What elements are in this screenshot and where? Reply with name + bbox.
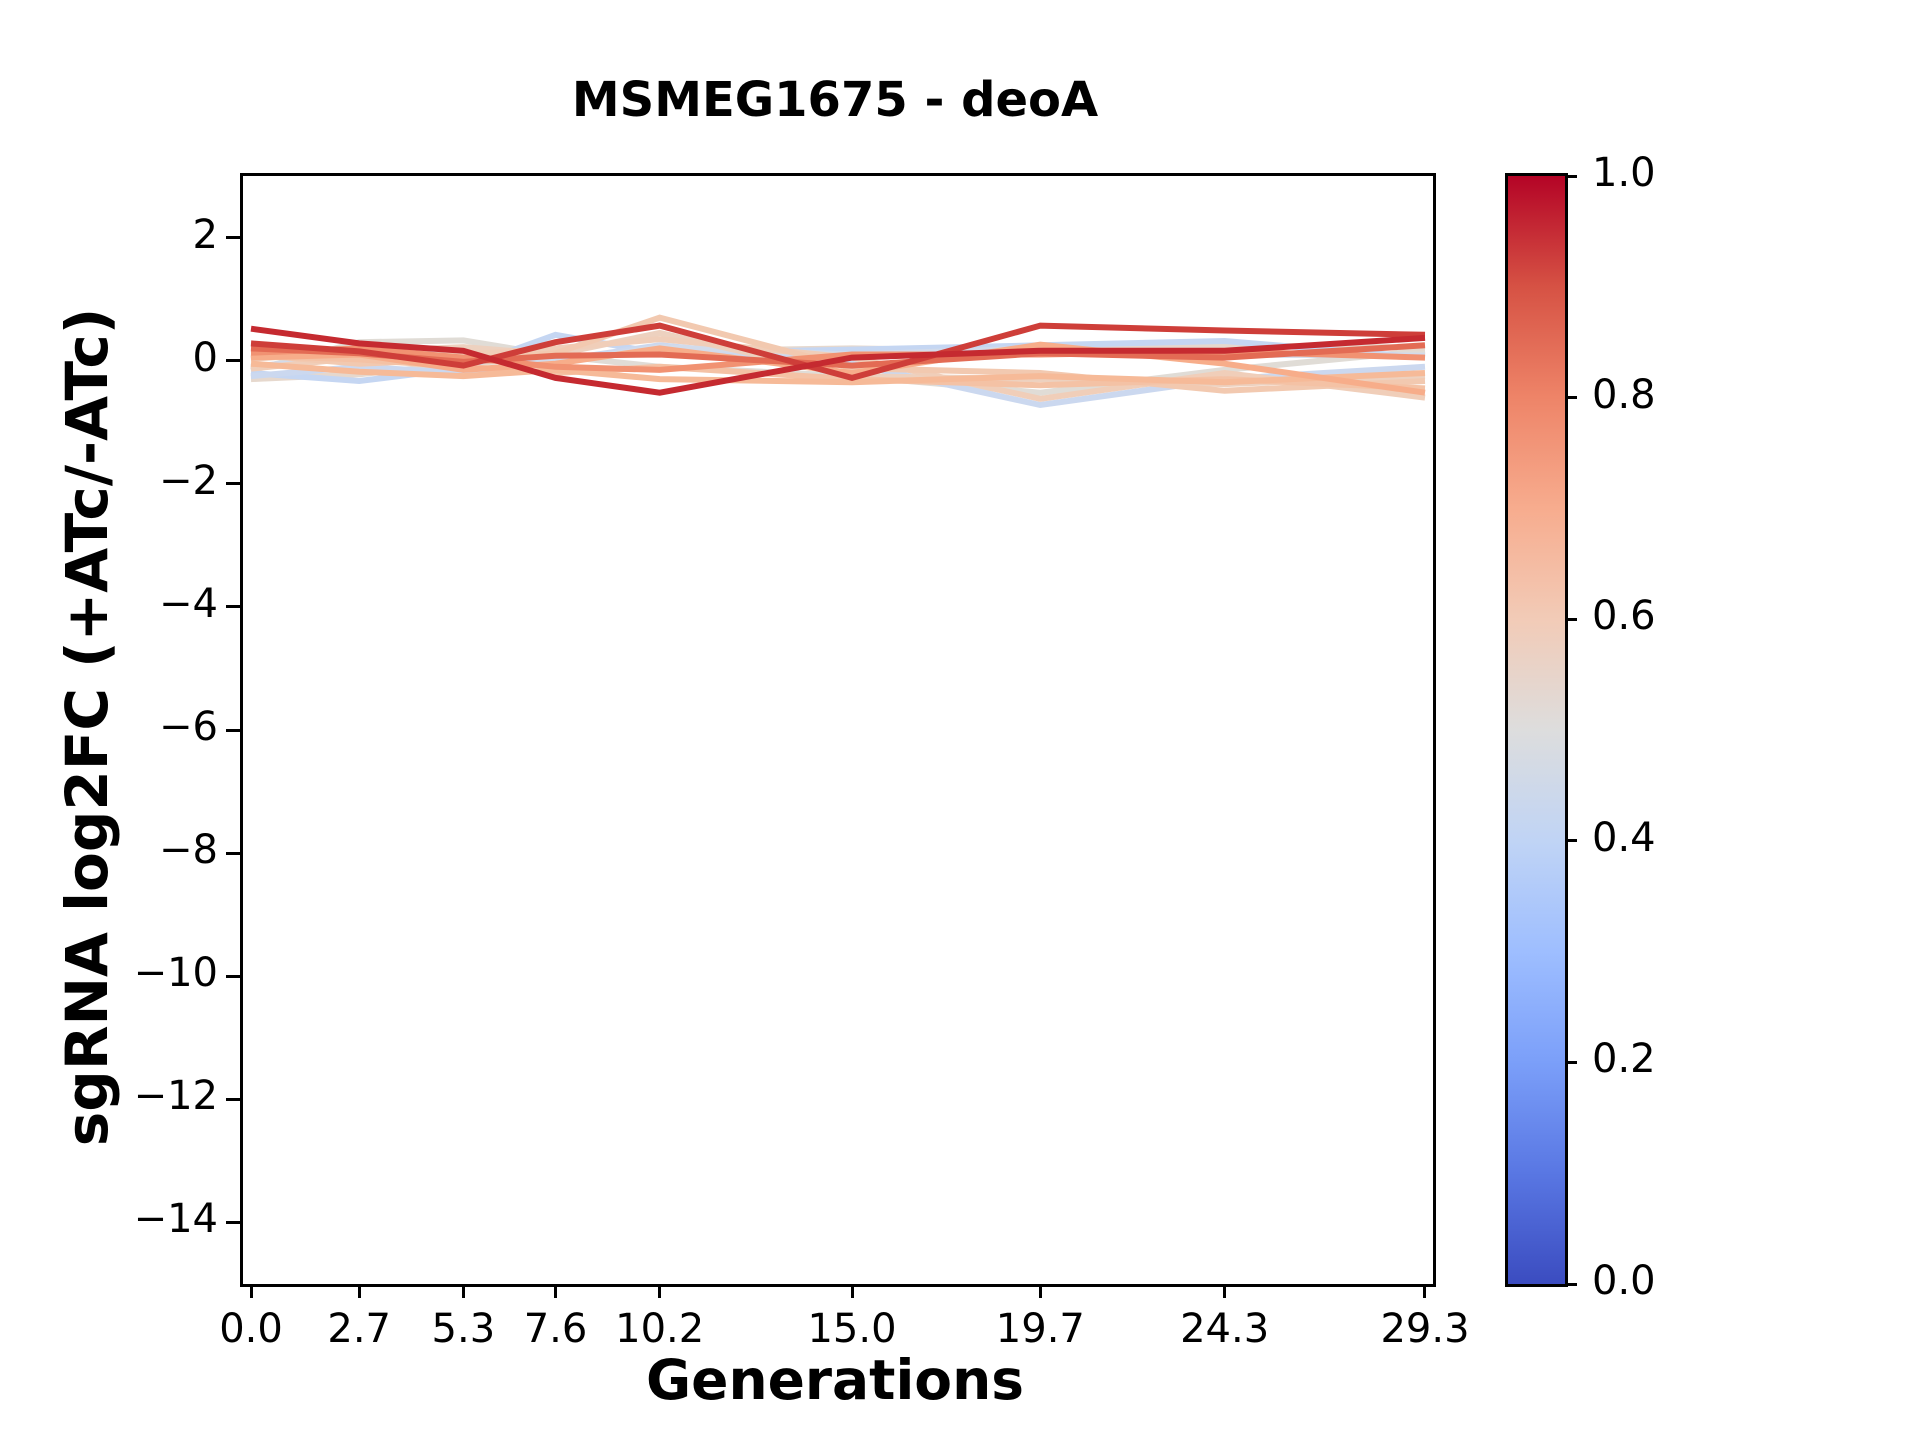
y-tick-label: −12	[133, 1073, 218, 1120]
colorbar-tick	[1565, 396, 1577, 400]
sgrna-line	[250, 325, 1426, 396]
x-tick	[658, 1284, 662, 1298]
plot-area	[240, 173, 1436, 1287]
y-tick	[226, 1220, 240, 1224]
sgrna-line	[250, 360, 1426, 386]
x-tick-label: 10.2	[615, 1306, 705, 1352]
y-tick-label: −10	[133, 950, 218, 997]
colorbar-tick	[1565, 1060, 1577, 1064]
colorbar-tick	[1565, 617, 1577, 621]
x-axis-label: Generations	[646, 1348, 1024, 1412]
y-tick-label: −14	[133, 1196, 218, 1243]
y-tick	[226, 974, 240, 978]
colorbar-tick-label: 0.8	[1592, 371, 1656, 418]
colorbar-tick	[1565, 1282, 1577, 1286]
x-tick	[1038, 1284, 1042, 1298]
x-tick	[249, 1284, 253, 1298]
line-plot	[250, 314, 1426, 409]
y-tick-label: 0	[192, 334, 218, 381]
x-tick-label: 15.0	[807, 1306, 897, 1352]
y-tick-label: −4	[159, 580, 218, 627]
sgrna-line	[250, 322, 1426, 382]
x-tick	[357, 1284, 361, 1298]
x-tick	[554, 1284, 558, 1298]
x-tick-label: 0.0	[219, 1306, 283, 1352]
y-tick	[226, 1097, 240, 1101]
x-tick-label: 7.6	[523, 1306, 588, 1352]
colorbar-tick-label: 0.6	[1592, 593, 1656, 640]
y-tick-label: −8	[159, 827, 218, 874]
y-tick	[226, 605, 240, 609]
chart-title: MSMEG1675 - deoA	[571, 72, 1099, 128]
x-tick-label: 5.3	[431, 1306, 496, 1352]
colorbar-tick-label: 0.0	[1592, 1258, 1656, 1304]
x-tick	[1223, 1284, 1227, 1298]
y-tick	[226, 728, 240, 732]
y-tick	[226, 482, 240, 486]
colorbar-tick-label: 1.0	[1592, 150, 1656, 196]
colorbar-tick-label: 0.2	[1592, 1036, 1656, 1083]
y-tick	[226, 236, 240, 240]
x-tick	[850, 1284, 854, 1298]
colorbar	[1505, 173, 1568, 1287]
y-tick-label: −6	[159, 704, 218, 750]
x-tick	[1423, 1284, 1427, 1298]
colorbar-tick	[1565, 839, 1577, 843]
colorbar-tick	[1565, 174, 1577, 178]
colorbar-tick-label: 0.4	[1592, 814, 1656, 861]
y-tick	[226, 359, 240, 363]
x-tick	[461, 1284, 465, 1298]
x-tick-label: 29.3	[1380, 1306, 1470, 1352]
x-tick-label: 2.7	[327, 1306, 391, 1352]
y-tick	[226, 851, 240, 855]
x-tick-label: 24.3	[1180, 1306, 1270, 1352]
x-tick-label: 19.7	[995, 1306, 1085, 1352]
y-tick-label: −2	[159, 457, 218, 504]
y-tick-label: 2	[192, 211, 218, 258]
